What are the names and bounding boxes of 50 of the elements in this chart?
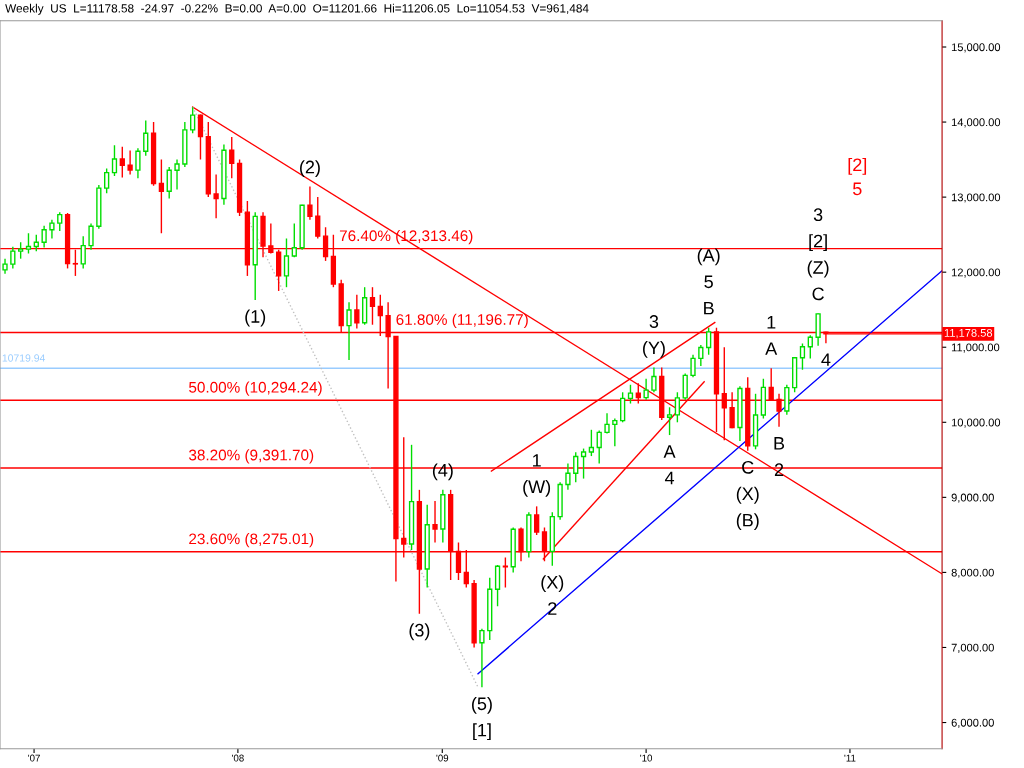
annotation: (X) bbox=[736, 486, 759, 504]
annotation: 3 bbox=[649, 315, 659, 328]
chart-title: Weekly US L=11178.58 -24.97 -0.22% B=0.00 A=0.00 O=11201.66 Hi=11206.05 Lo=11054.53 V=961,484 bbox=[5, 3, 589, 15]
annotation: (3) bbox=[409, 623, 430, 641]
annotation: 1 bbox=[767, 316, 776, 329]
x-tick-label: '08 bbox=[232, 754, 244, 762]
x-tick-label: '10 bbox=[640, 754, 653, 762]
y-tick-label: 12,000.00 bbox=[951, 268, 1001, 278]
ref-line-label: 61.80% (11,196.77) bbox=[396, 313, 528, 328]
x-tick-label: '07 bbox=[28, 754, 40, 762]
annotation: (B) bbox=[736, 513, 759, 531]
ref-line-label: 50.00% (10,294.24) bbox=[189, 381, 322, 396]
y-tick-label: 7,000.00 bbox=[951, 643, 994, 653]
annotation: [2] bbox=[809, 234, 827, 252]
y-tick-label: 14,000.00 bbox=[951, 118, 1001, 128]
annotation: (Y) bbox=[643, 341, 665, 358]
annotation: 4 bbox=[821, 353, 831, 366]
annotation: (Z) bbox=[807, 260, 829, 278]
annotation: 11,178.58 bbox=[944, 328, 993, 339]
y-tick-label: 15,000.00 bbox=[951, 43, 1001, 53]
annotation: A bbox=[663, 445, 676, 458]
annotation: 1 bbox=[533, 454, 541, 467]
annotation: C bbox=[812, 287, 824, 301]
y-tick-label: 13,000.00 bbox=[951, 193, 1001, 203]
y-tick-label: 11,000.00 bbox=[951, 343, 1000, 353]
annotation: [1] bbox=[473, 723, 491, 741]
y-tick-label: 10,000.00 bbox=[951, 418, 1001, 428]
annotation: (X) bbox=[541, 575, 564, 593]
y-tick-label: 9,000.00 bbox=[951, 493, 994, 503]
ref-line-label: 10719.94 bbox=[2, 354, 46, 362]
annotation: B bbox=[704, 301, 714, 315]
annotation: (A) bbox=[697, 248, 720, 266]
annotation: A bbox=[765, 342, 778, 355]
annotation: (5) bbox=[472, 696, 492, 714]
annotation: 2 bbox=[774, 463, 784, 476]
y-tick-label: 6,000.00 bbox=[951, 718, 994, 728]
annotation: 5 bbox=[852, 182, 862, 196]
y-tick-label: 8,000.00 bbox=[951, 568, 994, 578]
annotation: 3 bbox=[813, 208, 823, 222]
annotation: B bbox=[774, 437, 785, 450]
annotation: 4 bbox=[664, 471, 675, 485]
x-tick-label: '11 bbox=[844, 754, 856, 762]
annotation: (2) bbox=[300, 160, 320, 177]
ref-line-label: 23.60% (8,275.01) bbox=[189, 533, 314, 548]
annotation: (W) bbox=[523, 479, 551, 497]
annotation: (1) bbox=[245, 309, 266, 327]
ref-line-label: 38.20% (9,391.70) bbox=[189, 449, 314, 464]
x-tick-label: '09 bbox=[436, 754, 449, 762]
annotation: 5 bbox=[704, 275, 713, 289]
annotation: [2] bbox=[848, 157, 867, 175]
